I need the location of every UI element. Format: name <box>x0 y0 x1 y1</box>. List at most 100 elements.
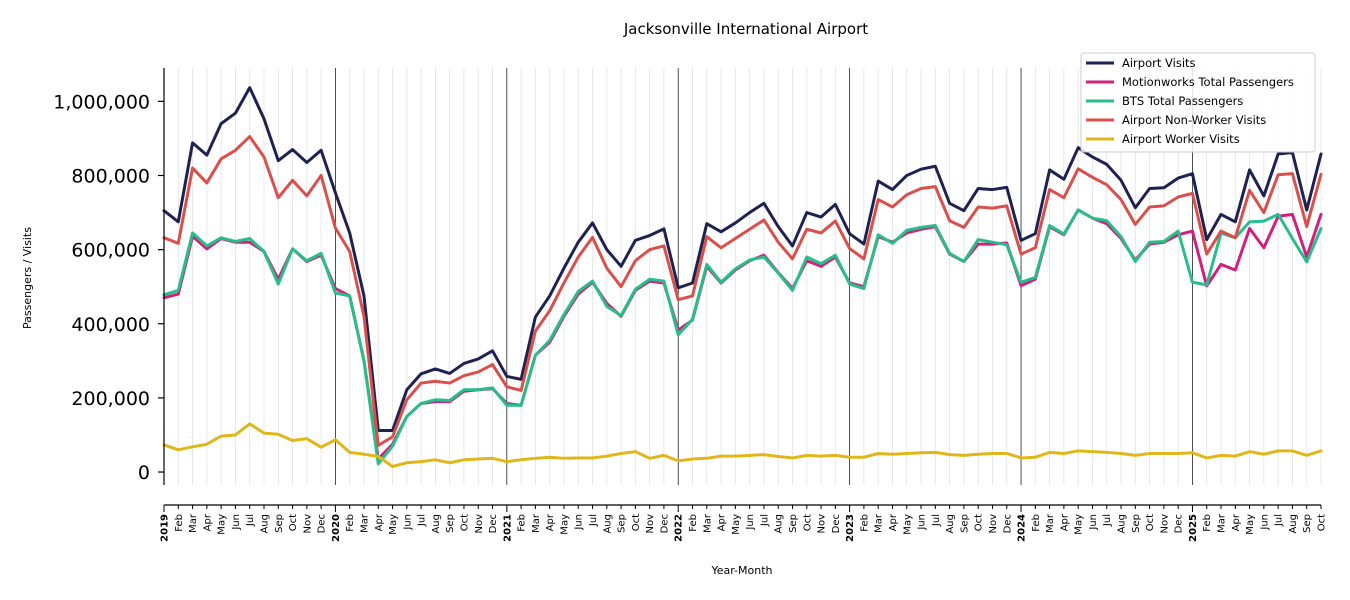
x-tick-month-label: Sep <box>1131 514 1142 533</box>
x-tick-month-label: Oct <box>288 514 299 531</box>
x-tick-month-label: Nov <box>988 514 999 534</box>
x-tick-month-label: May <box>217 514 228 535</box>
x-tick-month-label: May <box>731 514 742 535</box>
x-tick-month-label: Aug <box>259 514 270 534</box>
x-axis-label: Year-Month <box>710 564 772 577</box>
x-tick-month-label: Nov <box>474 514 485 534</box>
x-tick-month-label: Jun <box>574 514 585 531</box>
x-tick-month-label: Nov <box>645 514 656 534</box>
x-tick-year-label: 2023 <box>845 514 856 542</box>
x-tick-month-label: Mar <box>359 513 370 533</box>
y-axis-label: Passengers / Visits <box>21 227 34 329</box>
x-tick-month-label: Aug <box>431 514 442 534</box>
x-tick-month-label: Jul <box>588 514 599 527</box>
x-tick-month-label: Mar <box>1217 513 1228 533</box>
y-tick-label: 400,000 <box>71 314 150 336</box>
x-tick-month-label: Mar <box>531 513 542 533</box>
y-ticks: 0 200,000 400,000 600,000 800,000 1,000,000 <box>53 91 164 484</box>
x-tick-month-label: Oct <box>802 514 813 531</box>
y-tick-label: 800,000 <box>71 165 150 187</box>
x-tick-month-label: Feb <box>1202 514 1213 532</box>
x-tick-month-label: Sep <box>788 514 799 533</box>
x-tick-month-label: Dec <box>1174 514 1185 533</box>
x-tick-month-label: Aug <box>774 514 785 534</box>
x-tick-month-label: Apr <box>717 513 728 531</box>
x-tick-month-label: Jul <box>1102 514 1113 527</box>
x-tick-month-label: Apr <box>888 513 899 531</box>
x-tick-month-label: Mar <box>702 513 713 533</box>
x-tick-month-label: Sep <box>959 514 970 533</box>
x-tick-month-label: Mar <box>874 513 885 533</box>
x-tick-month-label: Apr <box>1059 513 1070 531</box>
legend-label: Motionworks Total Passengers <box>1122 75 1294 89</box>
series-line-airport-visits <box>162 86 1323 433</box>
x-tick-month-label: Sep <box>617 514 628 533</box>
x-tick-month-label: Nov <box>302 514 313 534</box>
axes <box>163 68 1321 506</box>
x-tick-month-label: Oct <box>459 514 470 531</box>
x-tick-month-label: Feb <box>688 514 699 532</box>
x-tick-month-label: Oct <box>631 514 642 531</box>
series-lines <box>162 86 1323 468</box>
legend-label: Airport Non-Worker Visits <box>1122 113 1266 127</box>
x-tick-month-label: Feb <box>1031 514 1042 532</box>
x-tick-year-label: 2022 <box>674 514 685 542</box>
x-ticks: 2019 Feb Mar Apr May Jun Jul Aug Sep Oct Nov Dec 202… <box>160 505 1328 542</box>
legend-label: Airport Visits <box>1122 56 1196 70</box>
x-tick-month-label: Oct <box>1145 514 1156 531</box>
x-tick-year-label: 2025 <box>1188 514 1199 542</box>
x-tick-month-label: Feb <box>345 514 356 532</box>
x-tick-month-label: Feb <box>174 514 185 532</box>
x-tick-month-label: Nov <box>1159 514 1170 534</box>
y-tick-label: 0 <box>138 462 150 484</box>
series-line-airport-worker-visits <box>162 422 1323 468</box>
x-tick-month-label: Jul <box>759 514 770 527</box>
grid <box>163 68 1322 485</box>
x-tick-month-label: Aug <box>1288 514 1299 534</box>
x-tick-year-label: 2020 <box>331 514 342 542</box>
x-tick-month-label: Feb <box>517 514 528 532</box>
x-tick-month-label: Aug <box>602 514 613 534</box>
x-tick-month-label: Aug <box>945 514 956 534</box>
legend-box <box>1080 52 1316 153</box>
y-tick-label: 600,000 <box>71 240 150 262</box>
x-tick-month-label: Dec <box>488 514 499 533</box>
x-tick-month-label: Sep <box>1302 514 1313 533</box>
x-tick-month-label: Apr <box>545 513 556 531</box>
x-tick-month-label: Oct <box>1317 514 1328 531</box>
x-tick-month-label: Apr <box>1231 513 1242 531</box>
x-tick-month-label: Dec <box>831 514 842 533</box>
x-tick-month-label: Apr <box>202 513 213 531</box>
x-tick-month-label: Jun <box>745 514 756 531</box>
legend-label: Airport Worker Visits <box>1122 132 1240 146</box>
x-tick-month-label: Jul <box>245 514 256 527</box>
x-tick-month-label: Oct <box>974 514 985 531</box>
x-tick-month-label: May <box>902 514 913 535</box>
x-tick-year-label: 2021 <box>502 514 513 542</box>
series-line-airport-non-worker-visits <box>162 135 1323 447</box>
x-tick-month-label: Jun <box>917 514 928 531</box>
y-tick-label: 1,000,000 <box>53 91 150 113</box>
x-tick-month-label: May <box>388 514 399 535</box>
x-tick-month-label: May <box>1245 514 1256 535</box>
chart-title: Jacksonville International Airport <box>623 20 868 38</box>
x-tick-month-label: Dec <box>1002 514 1013 533</box>
x-tick-month-label: Feb <box>859 514 870 532</box>
x-tick-month-label: Jun <box>231 514 242 531</box>
x-tick-month-label: Dec <box>317 514 328 533</box>
x-tick-month-label: Jun <box>402 514 413 531</box>
x-tick-month-label: Sep <box>445 514 456 533</box>
x-tick-month-label: Mar <box>188 513 199 533</box>
x-tick-month-label: May <box>559 514 570 535</box>
x-tick-month-label: Jun <box>1088 514 1099 531</box>
x-tick-month-label: Jul <box>1274 514 1285 527</box>
x-tick-month-label: Mar <box>1045 513 1056 533</box>
x-tick-month-label: Aug <box>1117 514 1128 534</box>
legend: Airport Visits Motionworks Total Passenge… <box>1080 52 1316 153</box>
x-tick-month-label: Dec <box>659 514 670 533</box>
legend-label: BTS Total Passengers <box>1122 94 1243 108</box>
series-line-bts-total-passengers <box>162 208 1323 466</box>
x-tick-year-label: 2024 <box>1017 514 1028 542</box>
